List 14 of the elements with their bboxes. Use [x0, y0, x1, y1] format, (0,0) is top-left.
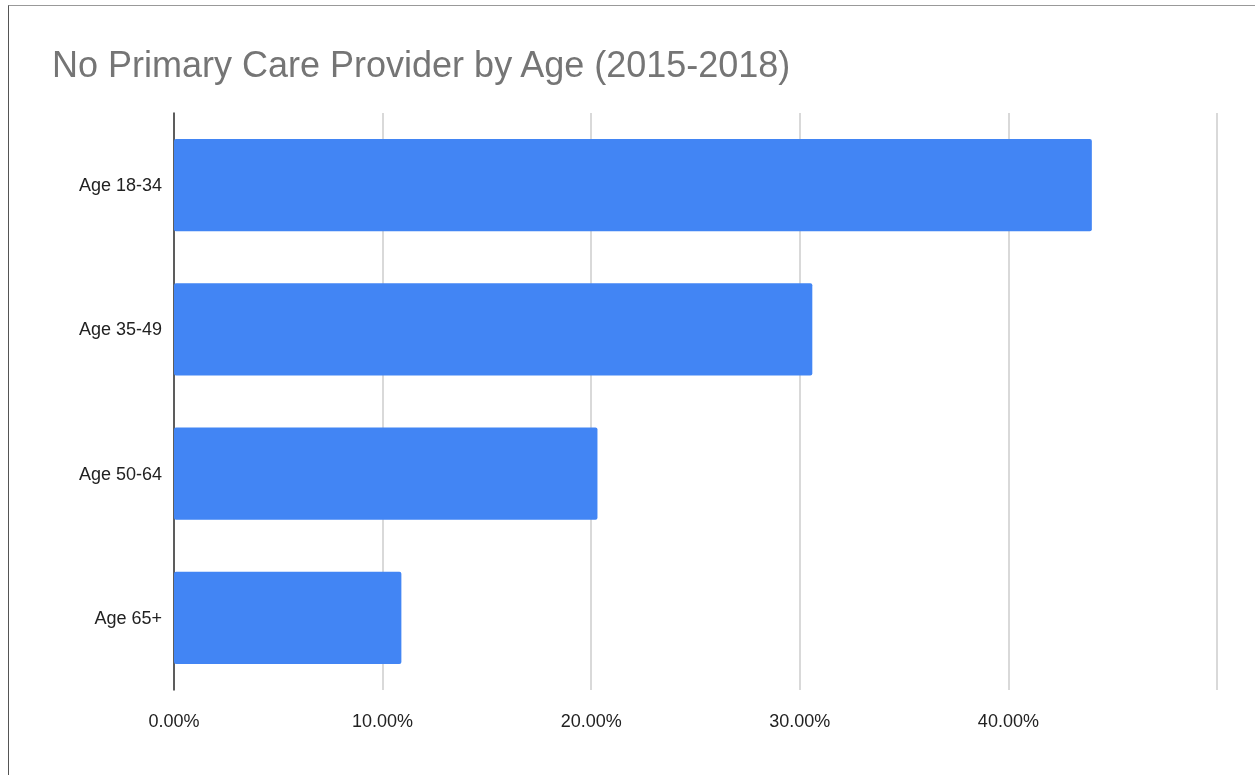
- x-tick-label: 0.00%: [148, 711, 200, 731]
- bar: [174, 283, 813, 376]
- chart-title: No Primary Care Provider by Age (2015-2018): [52, 43, 791, 85]
- y-tick-label: Age 35-49: [78, 319, 162, 340]
- x-tick-label: 10.00%: [352, 711, 414, 731]
- bar: [174, 138, 1092, 232]
- bar: [174, 427, 598, 520]
- y-tick-label: Age 65+: [94, 607, 162, 628]
- y-tick-label: Age 18-34: [78, 175, 162, 196]
- x-tick-label: 40.00%: [977, 711, 1039, 731]
- y-tick-label: Age 50-64: [78, 463, 162, 484]
- x-tick-label: 30.00%: [769, 711, 831, 731]
- bar: [174, 571, 402, 665]
- x-tick-label: 20.00%: [560, 711, 622, 731]
